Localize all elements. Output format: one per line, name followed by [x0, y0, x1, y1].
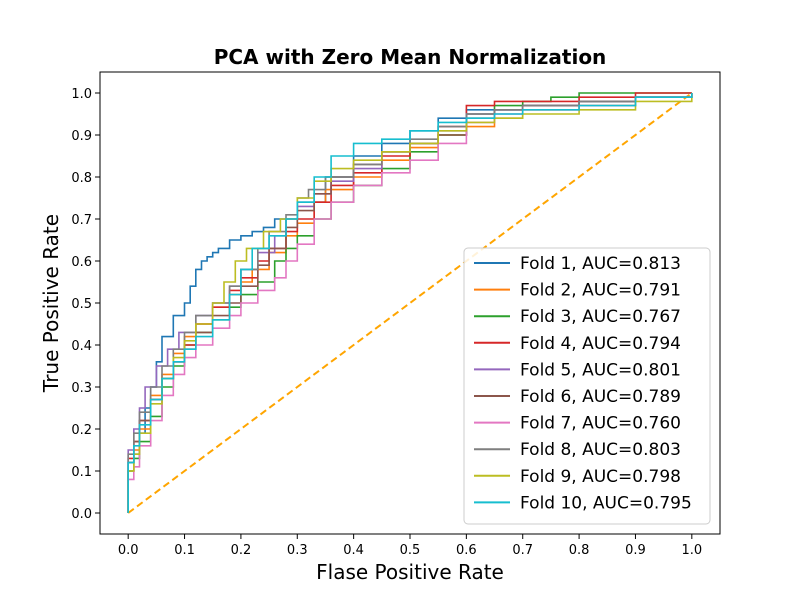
x-tick-label: 0.2 [231, 543, 252, 558]
x-tick-label: 0.9 [625, 543, 646, 558]
x-axis-ticks: 0.0 0.1 0.2 0.3 0.4 0.5 0.6 0.7 0.8 0.9 1.0 [118, 534, 702, 558]
y-tick-label: 0.2 [71, 423, 92, 438]
legend-label: Fold 9, AUC=0.798 [520, 467, 681, 487]
y-tick-label: 0.7 [71, 213, 92, 228]
legend-label: Fold 7, AUC=0.760 [520, 414, 681, 434]
x-tick-label: 0.1 [174, 543, 195, 558]
legend: Fold 1, AUC=0.813 Fold 2, AUC=0.791 Fold 3… [463, 247, 711, 525]
legend-label: Fold 3, AUC=0.767 [520, 307, 681, 327]
y-tick-label: 0.1 [71, 465, 92, 480]
y-tick-label: 0.0 [71, 507, 92, 522]
x-tick-label: 0.8 [569, 543, 590, 558]
y-axis-ticks: 0.0 0.1 0.2 0.3 0.4 0.5 0.6 0.7 0.8 0.9 1.0 [71, 87, 100, 522]
y-tick-label: 0.9 [71, 129, 92, 144]
legend-label: Fold 8, AUC=0.803 [520, 440, 681, 460]
x-tick-label: 0.6 [456, 543, 477, 558]
y-tick-label: 0.6 [71, 255, 92, 270]
roc-curve-fold-10 [127, 93, 693, 513]
y-tick-label: 0.8 [71, 171, 92, 186]
x-tick-label: 0.3 [287, 543, 308, 558]
y-tick-label: 0.4 [71, 339, 92, 354]
legend-label: Fold 10, AUC=0.795 [520, 493, 692, 513]
chance-diagonal [127, 92, 693, 514]
x-tick-label: 0.0 [118, 543, 139, 558]
legend-label: Fold 2, AUC=0.791 [520, 281, 681, 301]
x-tick-label: 0.5 [400, 543, 421, 558]
x-tick-label: 0.7 [512, 543, 533, 558]
y-tick-label: 0.5 [71, 297, 92, 312]
legend-label: Fold 6, AUC=0.789 [520, 387, 681, 407]
y-tick-label: 0.3 [71, 381, 92, 396]
y-axis-label: True Positive Rate [39, 214, 63, 393]
legend-box [463, 247, 711, 525]
plot-area [99, 71, 721, 535]
x-tick-label: 0.4 [343, 543, 364, 558]
legend-label: Fold 4, AUC=0.794 [520, 334, 681, 354]
x-tick-label: 1.0 [681, 543, 702, 558]
chart-title: PCA with Zero Mean Normalization [214, 45, 607, 69]
legend-label: Fold 5, AUC=0.801 [520, 360, 681, 380]
x-axis-label: Flase Positive Rate [316, 560, 504, 584]
legend-label: Fold 1, AUC=0.813 [520, 254, 681, 274]
y-tick-label: 1.0 [71, 87, 92, 102]
